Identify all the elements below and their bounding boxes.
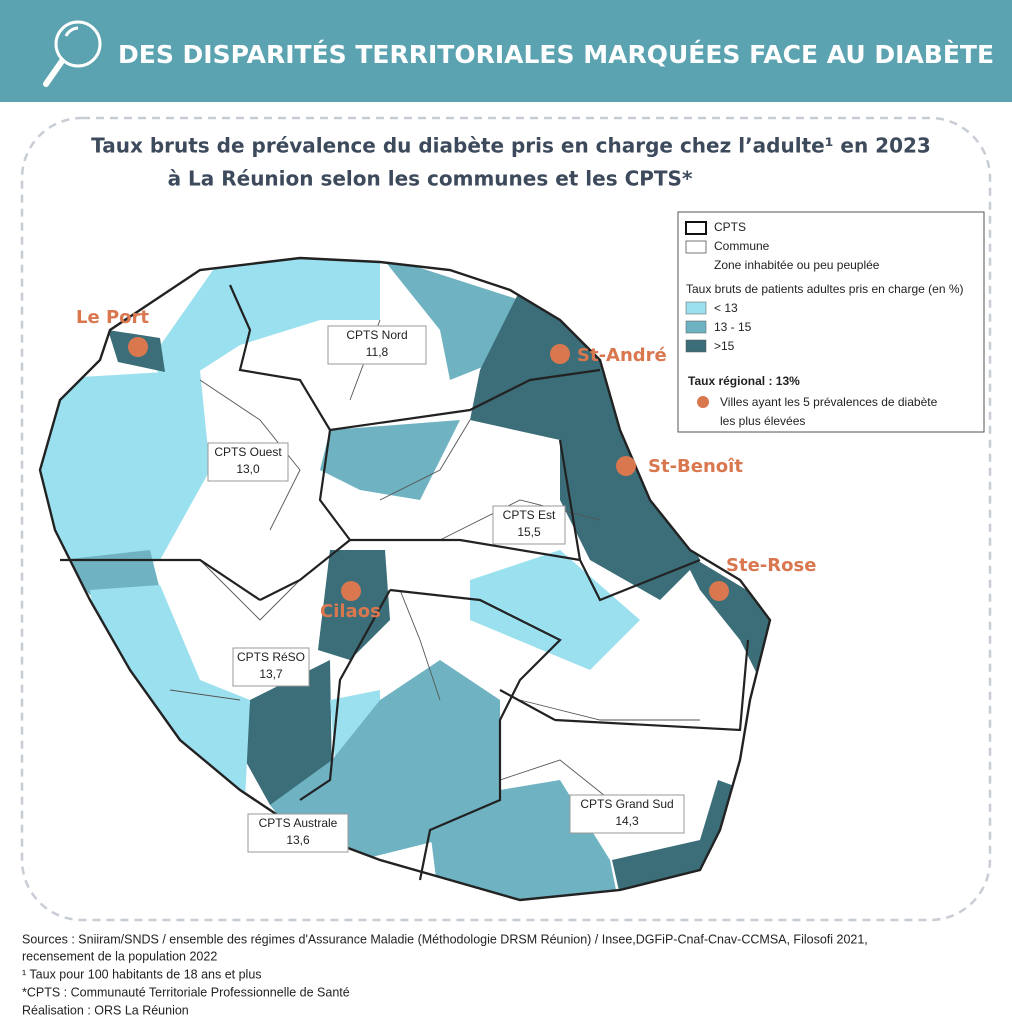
city-dot (709, 581, 729, 601)
cpts-value: 13,7 (259, 667, 283, 681)
legend-label: CPTS (714, 220, 746, 234)
source-line: recensement de la population 2022 (22, 949, 217, 963)
region (320, 420, 460, 500)
region (470, 550, 640, 670)
cpts-box: CPTS Ouest 13,0 (207, 442, 289, 482)
legend-box (677, 211, 985, 433)
legend-dot (697, 396, 709, 408)
city-label: St-André (577, 345, 667, 366)
cpts-box: CPTS Est 15,5 (492, 505, 566, 545)
region (560, 430, 700, 600)
cpts-name: CPTS Australe (259, 816, 338, 830)
region (60, 550, 160, 595)
cpts-value: 15,5 (517, 525, 541, 539)
region (90, 585, 250, 800)
source-line: Réalisation : ORS La Réunion (22, 1003, 189, 1017)
cpts-box: CPTS Grand Sud 14,3 (569, 794, 685, 834)
city-dot (128, 337, 148, 357)
header-band (0, 0, 1012, 102)
region (470, 290, 630, 440)
header-title: DES DISPARITÉS TERRITORIALES MARQUÉES FA… (118, 40, 994, 69)
legend-swatch (685, 240, 707, 254)
source-line: ¹ Taux pour 100 habitants de 18 ans et p… (22, 967, 262, 981)
cpts-box: CPTS RéSO 13,7 (232, 647, 310, 687)
cpts-value: 14,3 (615, 814, 639, 828)
region (318, 550, 390, 660)
cpts-value: 13,0 (236, 462, 260, 476)
city-dot (616, 456, 636, 476)
legend-label: >15 (714, 339, 735, 353)
region (270, 660, 500, 860)
cpts-labels: CPTS Nord 11,8 CPTS Ouest 13,0 CPTS Est 15,… (207, 325, 685, 853)
city-dot (550, 344, 570, 364)
island (38, 256, 772, 902)
region (40, 370, 210, 580)
legend-swatch (685, 301, 707, 315)
legend-label: Commune (714, 239, 770, 253)
regional-rate: Taux régional : 13% (688, 374, 800, 388)
cpts-box: CPTS Australe 13,6 (247, 813, 349, 853)
cpts-box: CPTS Nord 11,8 (327, 325, 427, 365)
cpts-name: CPTS Ouest (214, 445, 282, 459)
map-title: Taux bruts de prévalence du diabète pris… (91, 134, 931, 158)
search-icon (43, 20, 102, 87)
city-label: St-Benoît (648, 456, 743, 477)
legend: CPTS Commune Zone inhabitée ou peu peupl… (677, 211, 985, 433)
region (380, 258, 520, 380)
source-line: Sources : Sniiram/SNDS / ensemble des ré… (22, 932, 868, 946)
cpts-name: CPTS Nord (346, 328, 407, 342)
legend-label: 13 - 15 (714, 320, 752, 334)
cpts-value: 11,8 (366, 345, 389, 359)
legend-swatch (685, 339, 707, 353)
legend-label: les plus élevées (720, 414, 805, 428)
cpts-name: CPTS Est (503, 508, 556, 522)
region (150, 258, 380, 390)
legend-label: < 13 (714, 301, 738, 315)
map-title: à La Réunion selon les communes et les C… (168, 167, 693, 191)
frame (20, 116, 992, 922)
cpts-name: CPTS Grand Sud (580, 797, 673, 811)
city-label: Le Port (76, 307, 149, 328)
legend-swatch (685, 221, 707, 235)
cities: Le Port St-André St-Benoît Ste-Rose Cila… (76, 307, 816, 622)
city-label: Cilaos (320, 601, 381, 622)
footer: Sources : Sniiram/SNDS / ensemble des ré… (22, 932, 868, 1017)
cpts-name: CPTS RéSO (237, 650, 305, 664)
city-dot (341, 581, 361, 601)
region (680, 550, 770, 680)
legend-label: Zone inhabitée ou peu peuplée (714, 258, 880, 272)
source-line: *CPTS : Communauté Territoriale Professi… (22, 985, 350, 999)
city-label: Ste-Rose (726, 555, 816, 576)
region (245, 660, 332, 805)
legend-label: Villes ayant les 5 prévalences de diabèt… (720, 395, 938, 409)
legend-swatch (685, 320, 707, 334)
cpts-value: 13,6 (286, 833, 310, 847)
legend-title: Taux bruts de patients adultes pris en c… (686, 282, 964, 296)
